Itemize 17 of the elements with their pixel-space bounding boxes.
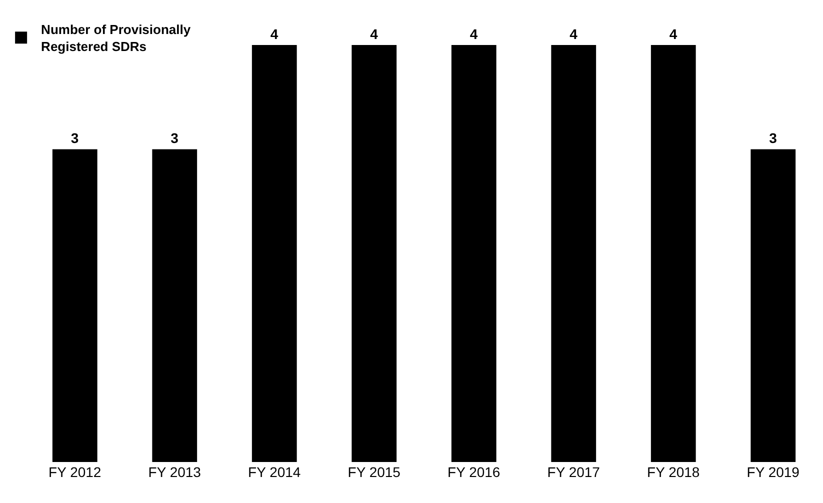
- x-tick-label: FY 2018: [647, 464, 700, 480]
- legend-label: Number of Provisionally Registered SDRs: [41, 22, 192, 54]
- data-label: 4: [570, 26, 578, 42]
- x-tick-label: FY 2012: [48, 464, 102, 480]
- data-label: 4: [370, 26, 378, 42]
- x-tick-label: FY 2016: [448, 464, 500, 480]
- data-label: 3: [769, 130, 778, 146]
- data-label: 4: [270, 26, 278, 42]
- data-label: 4: [470, 26, 478, 42]
- x-tick-label: FY 2015: [348, 464, 401, 480]
- x-tick-label: FY 2017: [547, 464, 600, 480]
- x-tick-label: FY 2013: [148, 464, 202, 480]
- x-tick-label: FY 2014: [248, 464, 301, 480]
- data-label: 3: [170, 130, 179, 146]
- data-label: 4: [669, 26, 678, 42]
- x-tick-label: FY 2019: [746, 464, 800, 480]
- data-label: 3: [70, 130, 79, 146]
